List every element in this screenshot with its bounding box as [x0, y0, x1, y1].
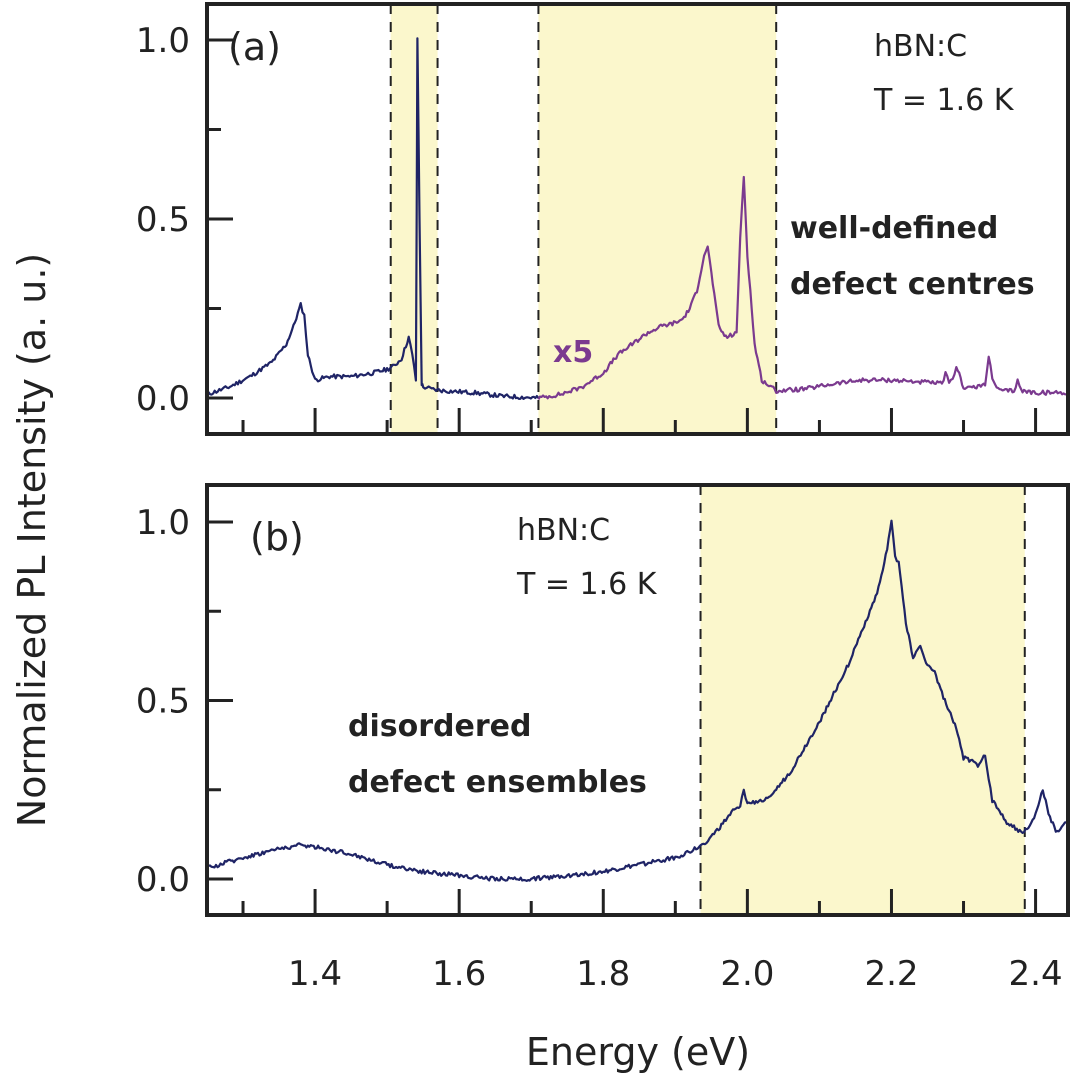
x-tick-label-1: 1.6 [432, 954, 486, 994]
panel-label-a: (a) [228, 25, 281, 69]
shaded-region-b-0 [700, 485, 1025, 915]
sample-label-a: hBN:C [874, 29, 967, 64]
temperature-label-b: T = 1.6 K [516, 567, 658, 602]
description-b-line1: disordered [348, 709, 531, 744]
shaded-region-a-1 [538, 4, 777, 434]
series-line-a-1 [537, 175, 1069, 400]
x-axis-title: Energy (eV) [526, 1030, 750, 1074]
ticks-a [207, 38, 1038, 434]
panel-label-b: (b) [250, 515, 304, 559]
ticks-b [207, 520, 1038, 915]
y-tick-label-b-2: 1.0 [136, 503, 190, 543]
x-tick-label-3: 2.0 [720, 954, 774, 994]
x-tick-label-0: 1.4 [288, 954, 342, 994]
description-b-line2: defect ensembles [348, 765, 647, 800]
series-line-a-0 [206, 37, 540, 400]
panel-a: 0.0 0.5 1.0 (a) hBN:C T = 1.6 K well-defin… [136, 2, 1070, 436]
description-a-line2: defect centres [790, 267, 1035, 302]
series-a [206, 37, 1069, 400]
sample-label-b: hBN:C [517, 513, 610, 548]
y-tick-labels-a: 0.0 0.5 1.0 [136, 21, 190, 419]
y-tick-label-a-0: 0.0 [136, 379, 190, 419]
y-tick-label-a-1: 0.5 [136, 200, 190, 240]
x-tick-labels: 1.4 1.6 1.8 2.0 2.2 2.4 [288, 954, 1063, 994]
shaded-regions-b [699, 485, 1026, 915]
x-tick-label-4: 2.2 [864, 954, 918, 994]
series-line-b-0 [206, 519, 1070, 882]
temperature-label-a: T = 1.6 K [873, 83, 1015, 118]
panel-b: 0.0 0.5 1.0 1.4 1.6 1.8 2.0 2.2 2.4 (b) hBN:C T… [136, 483, 1070, 994]
x-tick-label-2: 1.8 [576, 954, 630, 994]
y-tick-labels-b: 0.0 0.5 1.0 [136, 503, 190, 900]
scale-factor-label: x5 [553, 335, 593, 370]
y-tick-label-b-0: 0.0 [136, 860, 190, 900]
series-b [206, 519, 1070, 882]
x-tick-label-5: 2.4 [1009, 954, 1063, 994]
shaded-regions-a [389, 4, 778, 434]
y-axis-title: Normalized PL Intensity (a. u.) [10, 253, 54, 827]
description-a-line1: well-defined [790, 211, 998, 246]
y-tick-label-a-2: 1.0 [136, 21, 190, 61]
y-tick-label-b-1: 0.5 [136, 682, 190, 722]
